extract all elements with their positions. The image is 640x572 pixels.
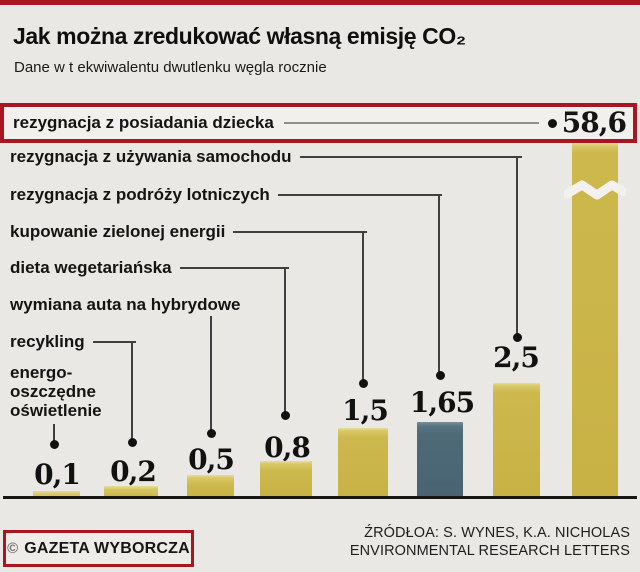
- source-attribution: ŹRÓDŁOA: S. WYNES, K.A. NICHOLAS ENVIRON…: [350, 525, 630, 560]
- leader-line: [92, 340, 136, 343]
- page-subtitle: Dane w t ekwiwalentu dwutlenku węgla roc…: [14, 59, 327, 76]
- leader-line: [283, 122, 539, 124]
- source-line-2: ENVIRONMENTAL RESEARCH LETTERS: [349, 542, 630, 559]
- bar-car: [493, 383, 540, 497]
- leader-line: [277, 193, 442, 196]
- category-row-recycling: recykling: [10, 332, 136, 351]
- bar-recycling: [104, 486, 158, 497]
- copyright-icon: ©: [7, 540, 19, 557]
- bar-flights: [417, 422, 463, 497]
- x-axis-baseline: [3, 496, 637, 499]
- top-accent-strip: [0, 0, 640, 5]
- leader-dot: [513, 333, 522, 342]
- page-title: Jak można zredukować własną emisję CO₂: [13, 23, 466, 49]
- category-row-flights: rezygnacja z podróży lotniczych: [10, 185, 442, 204]
- leader-dot: [50, 440, 59, 449]
- leader-dot: [128, 438, 137, 447]
- value-label-2-5: 2,5: [493, 341, 540, 374]
- category-row-hybrid: wymiana auta na hybrydowe: [10, 295, 241, 314]
- connector-lighting: [53, 424, 55, 441]
- connector-hybrid: [210, 316, 212, 430]
- leader-line: [299, 155, 522, 158]
- leader-dot: [547, 118, 557, 128]
- leader-line: [233, 230, 367, 233]
- publisher-credit-box: © GAZETA WYBORCZA: [3, 530, 194, 567]
- value-label-0-5: 0,5: [188, 443, 235, 476]
- category-row-car: rezygnacja z używania samochodu: [10, 147, 522, 166]
- category-label-lighting: energo-oszczędne oświetlenie: [10, 363, 102, 420]
- bar-vegetarian: [260, 461, 312, 497]
- value-label-0-8: 0,8: [264, 431, 311, 464]
- leader-line: [179, 266, 289, 269]
- bar-green-energy: [338, 428, 388, 497]
- bar-hybrid: [187, 475, 234, 497]
- connector-car: [516, 156, 518, 334]
- category-label-no-child: rezygnacja z posiadania dziecka: [13, 113, 274, 132]
- category-row-green-energy: kupowanie zielonej energii: [10, 222, 367, 241]
- leader-dot: [436, 371, 445, 380]
- value-label-1-5: 1,5: [342, 394, 389, 427]
- category-row-vegetarian: dieta wegetariańska: [10, 258, 289, 277]
- leader-dot: [207, 429, 216, 438]
- bar-lighting: [33, 491, 80, 497]
- connector-flights: [438, 194, 440, 372]
- category-label-green-energy: kupowanie zielonej energii: [10, 222, 226, 241]
- category-label-recycling: recykling: [10, 332, 85, 351]
- highlighted-category-box: rezygnacja z posiadania dziecka 58,6: [0, 103, 637, 143]
- value-label-0-2: 0,2: [110, 455, 157, 488]
- category-row-lighting: energo-oszczędne oświetlenie: [10, 363, 114, 420]
- value-label-1-65: 1,65: [409, 386, 475, 419]
- axis-break-mark: [564, 180, 626, 200]
- connector-recycling: [131, 341, 133, 439]
- publisher-name: GAZETA WYBORCZA: [24, 539, 190, 557]
- source-line-1: ŹRÓDŁOA: S. WYNES, K.A. NICHOLAS: [364, 525, 630, 541]
- category-label-vegetarian: dieta wegetariańska: [10, 258, 172, 277]
- connector-green-energy: [362, 231, 364, 380]
- value-label-0-1: 0,1: [34, 458, 81, 491]
- category-label-flights: rezygnacja z podróży lotniczych: [10, 185, 270, 204]
- connector-vegetarian: [284, 267, 286, 412]
- value-label-58-6: 58,6: [561, 106, 627, 139]
- category-label-hybrid: wymiana auta na hybrydowe: [10, 295, 241, 314]
- leader-dot: [281, 411, 290, 420]
- category-label-car: rezygnacja z używania samochodu: [10, 147, 292, 166]
- bar-no-child: [572, 143, 618, 497]
- leader-dot: [359, 379, 368, 388]
